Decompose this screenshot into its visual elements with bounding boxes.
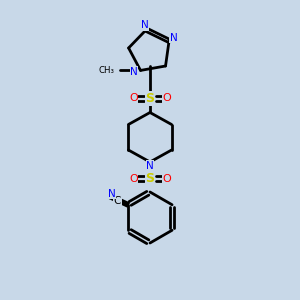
Text: N: N [107,189,115,199]
Text: C: C [114,196,121,206]
Text: O: O [162,93,171,103]
Text: O: O [129,93,138,103]
Text: CH₃: CH₃ [98,66,114,75]
Text: N: N [130,67,138,77]
Text: N: N [170,33,177,43]
Text: N: N [146,161,154,171]
Text: S: S [146,172,154,185]
Text: N: N [141,20,148,30]
Text: O: O [162,173,171,184]
Text: S: S [146,92,154,105]
Text: O: O [129,173,138,184]
